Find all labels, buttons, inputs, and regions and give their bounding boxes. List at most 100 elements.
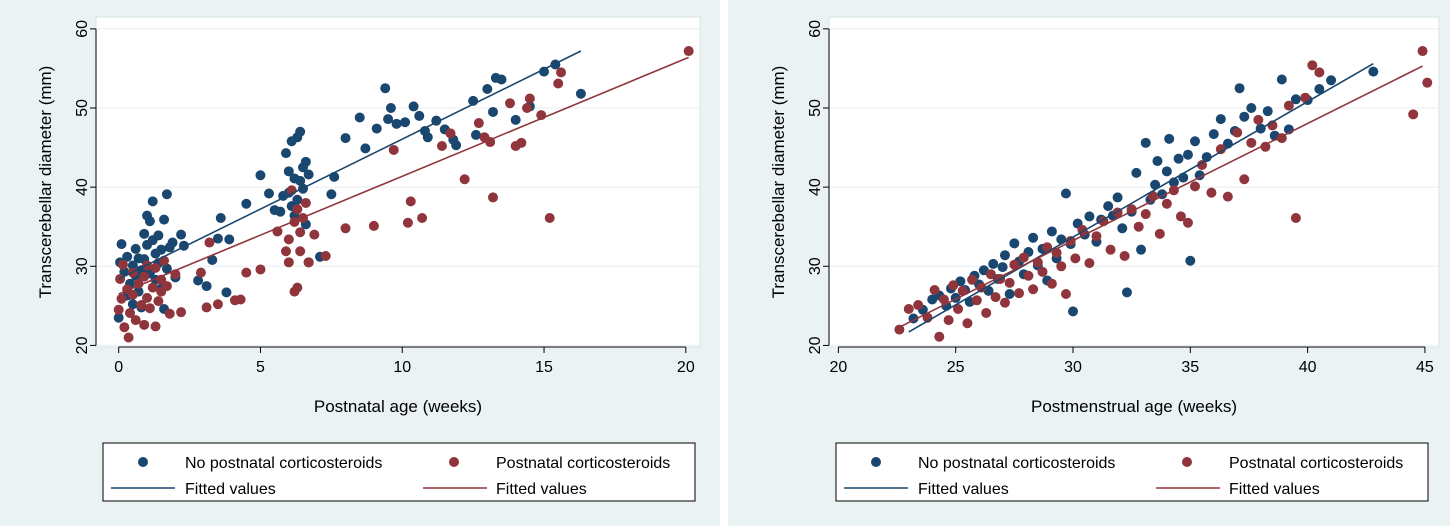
legend-label: No postnatal corticosteroids xyxy=(185,455,382,472)
data-point xyxy=(241,267,252,278)
data-point xyxy=(371,123,382,134)
data-point xyxy=(1028,284,1039,295)
data-point xyxy=(300,197,311,208)
x-tick-label: 45 xyxy=(1416,359,1434,376)
data-point xyxy=(144,216,155,227)
data-point xyxy=(1014,288,1025,299)
chart-panel-postmenstrual: 20 30 40 50 60 20 25 30 35 40 45 Postmenstrual age … xyxy=(728,0,1450,526)
data-point xyxy=(122,251,133,262)
data-point xyxy=(929,285,940,296)
data-point xyxy=(1028,232,1039,243)
data-point xyxy=(127,289,138,300)
data-point xyxy=(127,260,138,271)
data-point xyxy=(575,88,586,99)
data-point xyxy=(1023,270,1034,281)
data-point xyxy=(408,101,419,112)
data-point xyxy=(139,228,150,239)
data-point xyxy=(255,264,266,275)
data-point xyxy=(1222,191,1233,202)
y-tick-label: 20 xyxy=(74,336,91,354)
data-point xyxy=(153,230,164,241)
data-point xyxy=(224,234,235,245)
data-point xyxy=(1283,100,1294,111)
data-point xyxy=(156,244,167,255)
data-point xyxy=(1276,74,1287,85)
data-point xyxy=(934,331,945,342)
data-point xyxy=(1253,114,1264,125)
x-tick-label: 25 xyxy=(947,359,965,376)
legend-label: Fitted values xyxy=(185,481,276,498)
data-point xyxy=(1112,192,1123,203)
data-point xyxy=(1173,153,1184,164)
data-point xyxy=(295,175,306,186)
data-point xyxy=(1246,137,1257,148)
data-point xyxy=(1190,136,1200,147)
data-point xyxy=(524,93,535,104)
data-point xyxy=(522,103,533,114)
data-point xyxy=(113,304,124,315)
data-point xyxy=(354,112,365,123)
series-1 xyxy=(113,46,694,343)
data-point xyxy=(1232,127,1243,138)
data-point xyxy=(487,106,498,117)
data-point xyxy=(445,128,456,139)
data-point xyxy=(292,204,303,215)
data-point xyxy=(953,304,964,315)
legend-marker xyxy=(449,457,459,467)
data-point xyxy=(1121,287,1132,298)
data-point xyxy=(999,250,1010,261)
data-point xyxy=(283,234,294,245)
data-point xyxy=(1105,244,1116,255)
data-point xyxy=(340,223,351,234)
data-point xyxy=(1417,46,1428,57)
series-0 xyxy=(113,59,586,323)
data-point xyxy=(913,300,924,311)
data-point xyxy=(505,98,516,109)
data-point xyxy=(159,214,170,225)
data-point xyxy=(957,285,968,296)
y-tick-label: 40 xyxy=(807,178,824,196)
data-point xyxy=(516,137,527,148)
data-point xyxy=(303,257,314,268)
data-point xyxy=(123,332,134,343)
data-point xyxy=(1133,221,1144,232)
fit-line-0 xyxy=(908,62,1374,333)
data-point xyxy=(295,126,306,137)
data-point xyxy=(161,189,172,200)
data-point xyxy=(1037,266,1048,277)
data-point xyxy=(1117,223,1128,234)
y-axis-title: Transcerebellar diameter (mm) xyxy=(36,66,55,299)
data-point xyxy=(1152,156,1163,167)
data-point xyxy=(510,114,521,125)
data-point xyxy=(1060,188,1071,199)
data-point xyxy=(283,257,294,268)
data-point xyxy=(176,229,187,240)
data-point xyxy=(167,237,178,248)
data-point xyxy=(948,280,959,291)
data-point xyxy=(967,274,978,285)
data-point xyxy=(150,321,161,332)
data-point xyxy=(161,281,172,292)
data-point xyxy=(388,144,399,155)
data-point xyxy=(988,258,999,269)
data-point xyxy=(1182,217,1193,228)
data-point xyxy=(150,262,161,273)
data-point xyxy=(207,254,218,265)
data-point xyxy=(1046,278,1057,289)
data-point xyxy=(263,188,274,199)
data-point xyxy=(405,196,416,207)
data-point xyxy=(981,307,992,318)
data-point xyxy=(1239,174,1250,185)
data-point xyxy=(116,239,127,250)
data-point xyxy=(402,217,413,228)
y-tick-label: 40 xyxy=(74,178,91,196)
fit-line-1 xyxy=(118,56,689,295)
data-point xyxy=(1290,94,1301,105)
legend-marker xyxy=(871,457,881,467)
data-point xyxy=(117,259,128,270)
data-point xyxy=(1131,167,1142,178)
data-point xyxy=(414,110,425,121)
data-point xyxy=(417,213,428,224)
data-point xyxy=(1208,129,1219,140)
data-point xyxy=(496,74,507,85)
